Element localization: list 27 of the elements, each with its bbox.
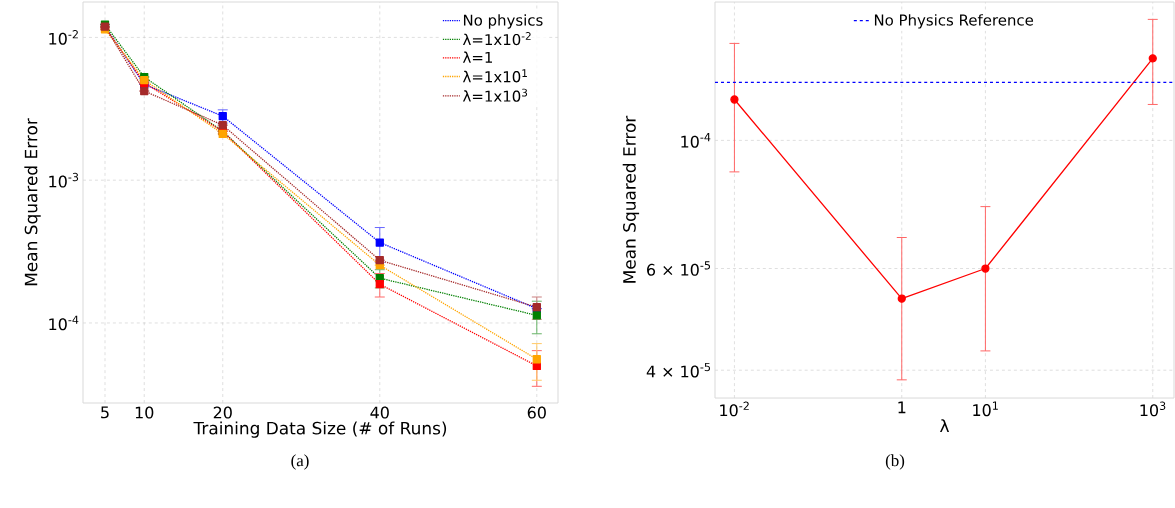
legend-label: No Physics Reference — [874, 14, 1034, 29]
legend-label: λ=1x10$^{1}$ — [462, 69, 527, 83]
y-tick-label: 10$^{-3}$ — [49, 172, 79, 188]
legend-label: λ=1x10$^{-2}$ — [462, 32, 531, 46]
x-tick-label: 5 — [101, 406, 109, 419]
legend-label: λ=1x10$^{3}$ — [462, 88, 528, 102]
y-tick-label: 10$^{-2}$ — [49, 30, 78, 45]
y-axis-title: Mean Squared Error — [622, 115, 640, 283]
y-tick-label: 6 × 10$^{-5}$ — [647, 261, 711, 276]
x-tick-label: 20 — [213, 406, 232, 419]
y-tick-label: 10$^{-4}$ — [49, 315, 79, 331]
x-tick-label: 60 — [527, 406, 546, 419]
text: (a) — [291, 454, 309, 470]
text: (b) — [885, 454, 905, 470]
legend-label: λ=1 — [462, 51, 493, 63]
x-tick-label: 1 — [898, 401, 906, 414]
y-tick-label: 10$^{-4}$ — [681, 133, 711, 148]
x-tick-label: 10 — [135, 406, 154, 419]
x-tick-label: 10$^{-2}$ — [720, 401, 749, 417]
y-axis-title: Mean Squared Error — [24, 118, 41, 286]
y-tick-label: 4 × 10$^{-5}$ — [646, 362, 711, 378]
x-tick-label: 10$^{1}$ — [973, 401, 998, 417]
x-axis-title: λ — [939, 419, 950, 433]
x-tick-label: 10$^{3}$ — [1140, 401, 1166, 417]
legend-label: No physics — [463, 14, 543, 29]
x-axis-title: Training Data Size (# of Runs) — [193, 421, 447, 438]
x-tick-label: 40 — [370, 406, 389, 419]
